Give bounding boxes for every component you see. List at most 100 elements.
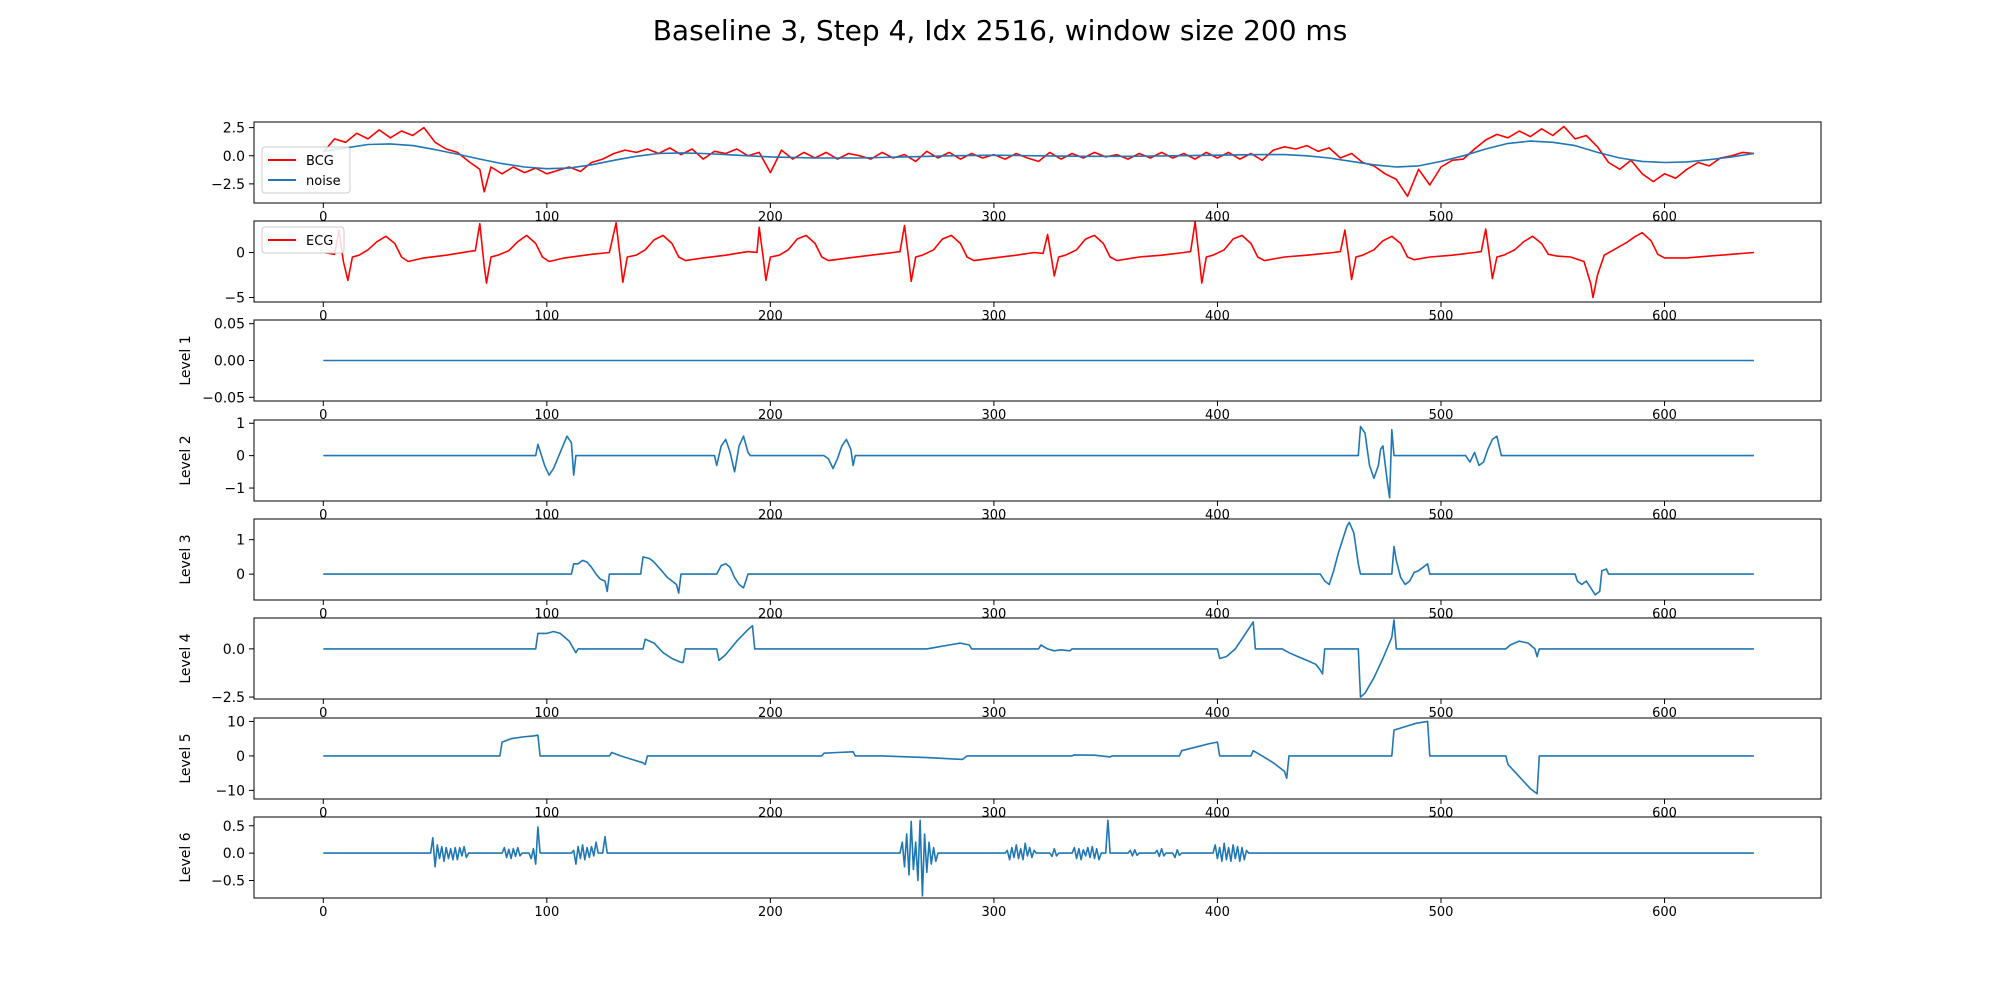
x-tick-label: 600 xyxy=(1652,806,1677,821)
series-line-bcg xyxy=(322,125,1754,198)
axes-frame xyxy=(253,717,1822,800)
y-axis-label: Level 2 xyxy=(178,435,194,485)
y-tick-label: 0.00 xyxy=(214,354,245,370)
y-tick-label: 0.0 xyxy=(223,642,245,658)
axes-frame xyxy=(253,220,1822,303)
figure-title: Baseline 3, Step 4, Idx 2516, window siz… xyxy=(652,14,1348,47)
x-tick-label: 600 xyxy=(1652,607,1677,622)
y-axis-label: Level 1 xyxy=(178,335,194,385)
x-tick-label: 200 xyxy=(758,408,783,423)
x-tick-label: 600 xyxy=(1652,508,1677,523)
x-tick-label: 600 xyxy=(1652,309,1677,324)
series-line-signal xyxy=(323,819,1754,897)
x-tick-label: 0 xyxy=(319,706,327,721)
x-tick-label: 300 xyxy=(981,706,1006,721)
x-tick-label: 500 xyxy=(1429,210,1454,225)
x-tick-label: 400 xyxy=(1205,607,1230,622)
legend-label-ecg: ECG xyxy=(306,234,333,249)
x-tick-label: 300 xyxy=(981,210,1006,225)
y-tick-label: 0.0 xyxy=(223,846,245,862)
y-axis-label: Level 6 xyxy=(178,832,194,882)
y-tick-label: 0 xyxy=(236,449,245,465)
legend: ECG xyxy=(261,226,345,254)
axes-frame xyxy=(253,617,1822,700)
legend-box xyxy=(261,146,351,194)
x-tick-label: 300 xyxy=(981,806,1006,821)
y-tick-label: −10 xyxy=(215,783,245,799)
x-tick-label: 100 xyxy=(534,706,559,721)
subplot-6: 0 100 200 300 400 500 600 0.0 −2.5 Level 4 xyxy=(178,617,1822,721)
subplot-1: 0 100 200 300 400 500 600 2.5 0.0 −2.5 BCG noise xyxy=(211,121,1822,225)
x-tick-label: 500 xyxy=(1429,607,1454,622)
x-tick-label: 200 xyxy=(758,309,783,324)
x-tick-label: 200 xyxy=(758,210,783,225)
subplot-3: 0 100 200 300 400 500 600 0.05 0.00 −0.05 Level 1 xyxy=(178,317,1822,423)
series-line-signal xyxy=(323,720,1754,795)
x-tick-label: 300 xyxy=(981,905,1006,920)
y-tick-label: −2.5 xyxy=(211,690,245,706)
series-line-signal xyxy=(323,521,1754,596)
axes-frame xyxy=(253,121,1822,204)
x-tick-label: 400 xyxy=(1205,309,1230,324)
subplot-5: 0 100 200 300 400 500 600 1 0 Level 3 xyxy=(178,518,1822,622)
legend-label-bcg: BCG xyxy=(306,154,334,169)
y-tick-label: 0.0 xyxy=(223,149,245,165)
x-tick-label: 0 xyxy=(319,905,327,920)
x-tick-label: 600 xyxy=(1652,408,1677,423)
x-tick-label: 600 xyxy=(1652,706,1677,721)
y-tick-label: 10 xyxy=(227,714,245,730)
x-tick-label: 300 xyxy=(981,607,1006,622)
x-tick-label: 500 xyxy=(1429,309,1454,324)
x-tick-label: 0 xyxy=(319,806,327,821)
series-line-ecg xyxy=(323,221,1754,299)
x-tick-label: 400 xyxy=(1205,210,1230,225)
x-tick-label: 100 xyxy=(534,508,559,523)
x-tick-label: 500 xyxy=(1429,706,1454,721)
x-tick-label: 100 xyxy=(534,806,559,821)
axes-frame xyxy=(253,419,1822,502)
x-tick-label: 500 xyxy=(1429,806,1454,821)
x-tick-label: 0 xyxy=(319,508,327,523)
x-tick-label: 100 xyxy=(534,210,559,225)
y-tick-label: 1 xyxy=(236,533,245,549)
x-tick-label: 500 xyxy=(1429,508,1454,523)
x-tick-label: 600 xyxy=(1652,210,1677,225)
y-tick-label: 0.05 xyxy=(214,317,245,333)
y-axis-label: Level 5 xyxy=(178,733,194,783)
series-line-signal xyxy=(323,619,1754,698)
x-tick-label: 200 xyxy=(758,905,783,920)
y-axis-label: Level 3 xyxy=(178,534,194,584)
x-tick-label: 100 xyxy=(534,309,559,324)
legend-box xyxy=(261,226,345,254)
series-line-signal xyxy=(323,425,1754,499)
y-tick-label: −0.5 xyxy=(211,873,245,889)
y-tick-label: 0 xyxy=(236,749,245,765)
x-tick-label: 200 xyxy=(758,607,783,622)
y-tick-label: −1 xyxy=(224,481,245,497)
x-tick-label: 300 xyxy=(981,309,1006,324)
x-tick-label: 0 xyxy=(319,309,327,324)
y-tick-label: −2.5 xyxy=(211,177,245,193)
x-tick-label: 0 xyxy=(319,607,327,622)
x-tick-label: 400 xyxy=(1205,806,1230,821)
legend-label-noise: noise xyxy=(306,174,341,189)
y-tick-label: 0.5 xyxy=(223,819,245,835)
y-axis-label: Level 4 xyxy=(178,633,194,683)
x-tick-label: 500 xyxy=(1429,408,1454,423)
axes-frame xyxy=(253,518,1822,601)
x-tick-label: 100 xyxy=(534,607,559,622)
y-tick-label: −5 xyxy=(224,291,245,307)
x-tick-label: 100 xyxy=(534,408,559,423)
y-tick-label: −0.05 xyxy=(202,390,245,406)
x-tick-label: 0 xyxy=(319,408,327,423)
x-tick-label: 100 xyxy=(534,905,559,920)
x-tick-label: 300 xyxy=(981,508,1006,523)
subplot-8: 0 100 200 300 400 500 600 0.5 0.0 −0.5 Level 6 xyxy=(178,816,1822,920)
x-tick-label: 300 xyxy=(981,408,1006,423)
y-tick-label: 2.5 xyxy=(223,121,245,137)
y-tick-label: 1 xyxy=(236,416,245,432)
x-tick-label: 600 xyxy=(1652,905,1677,920)
x-tick-label: 200 xyxy=(758,806,783,821)
